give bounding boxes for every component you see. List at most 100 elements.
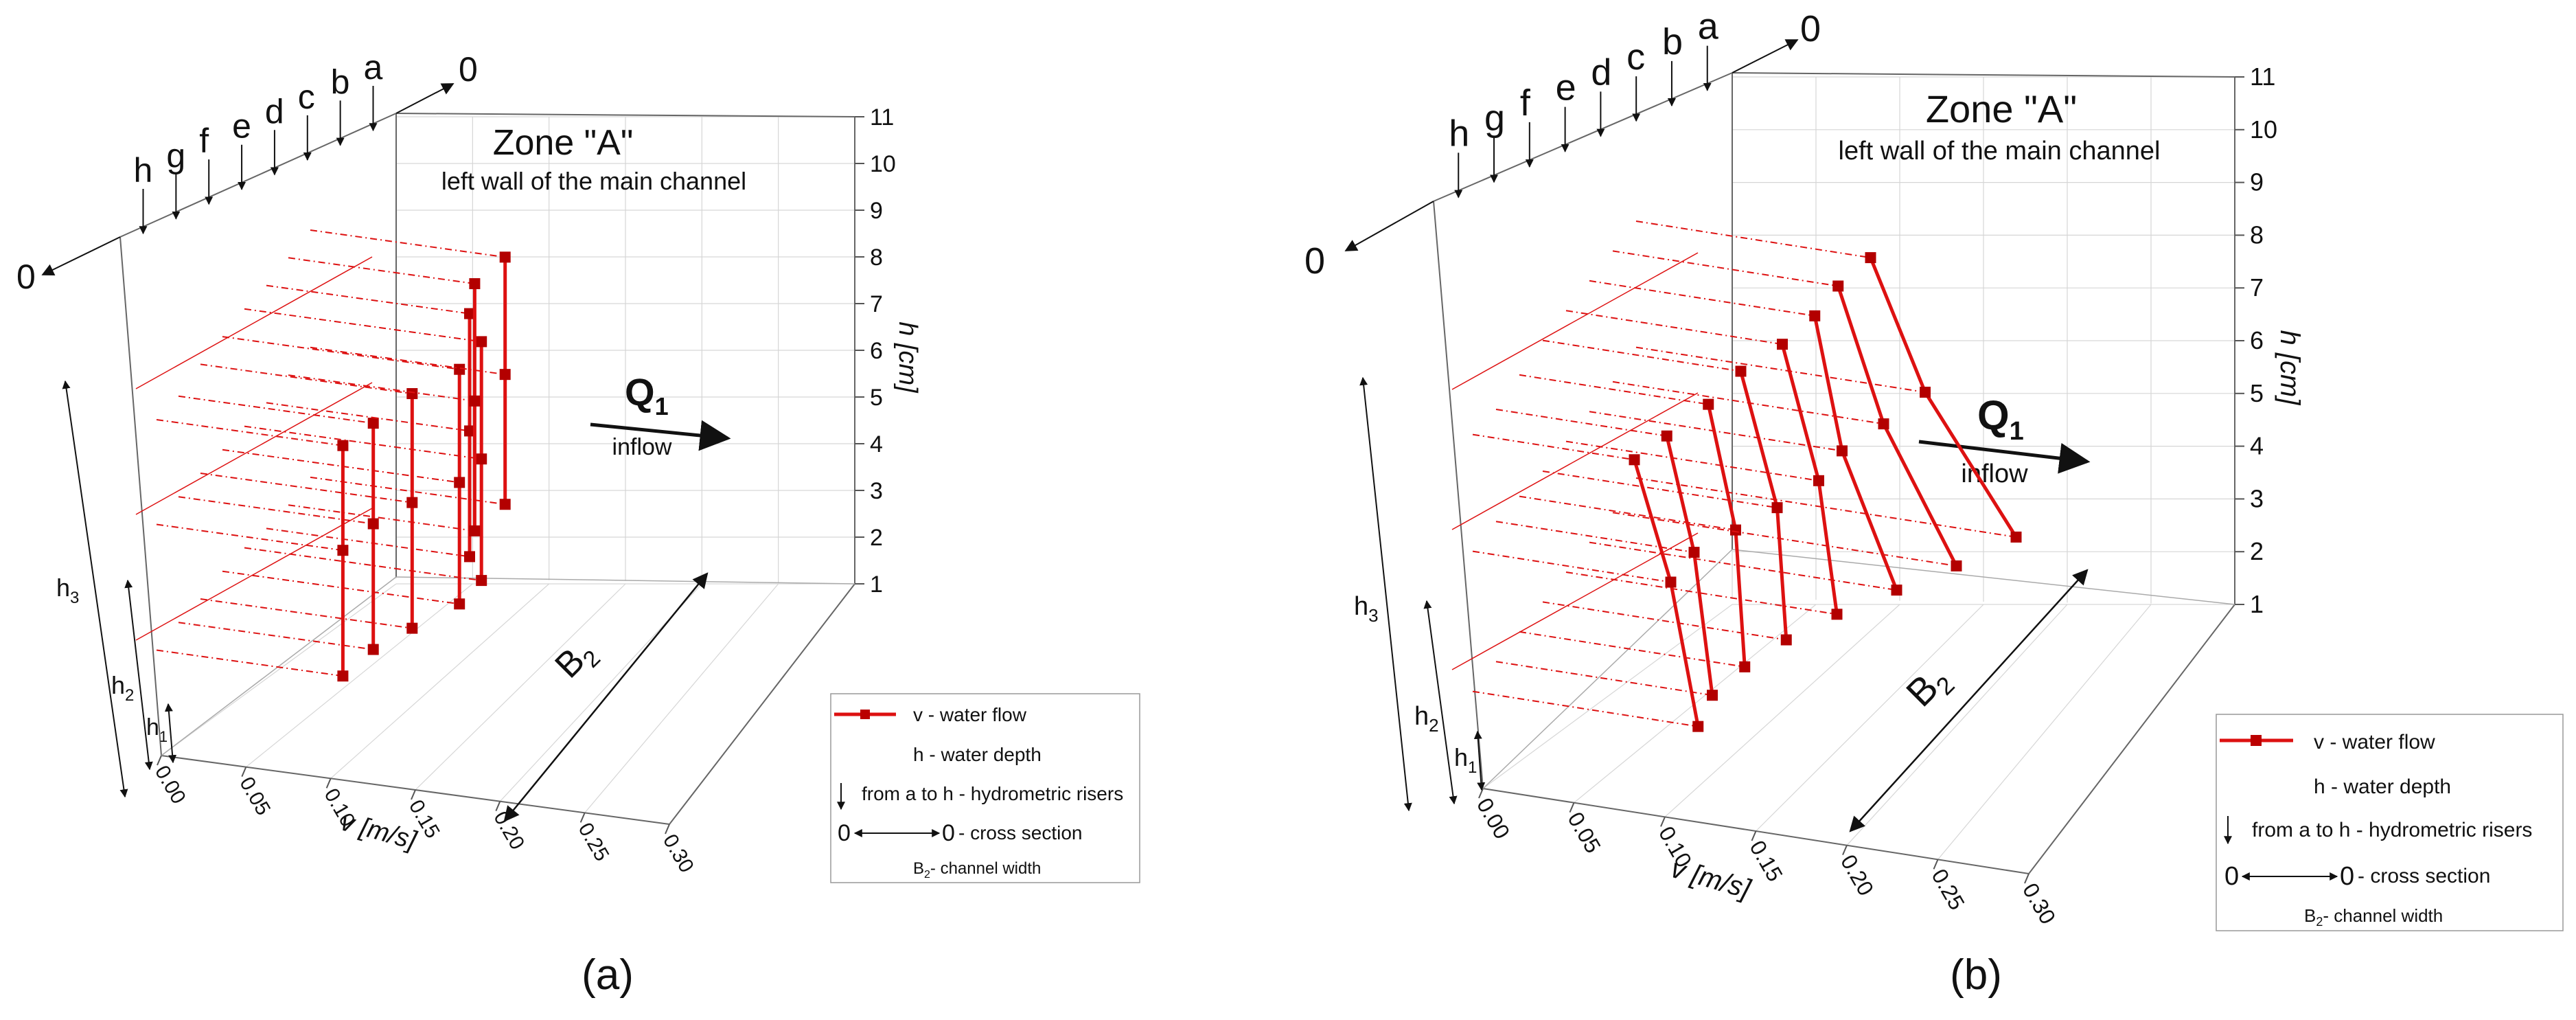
depth-guide-line — [266, 402, 470, 432]
riser-label: a — [1698, 6, 1719, 47]
depth-guide-line — [244, 425, 482, 460]
frame-edge — [161, 576, 397, 756]
data-point — [1777, 339, 1788, 350]
x-tick-label: 0.00 — [1472, 794, 1515, 843]
h2-label: h2 — [1414, 702, 1439, 736]
riser-label: f — [199, 122, 209, 160]
depth-guide-line — [266, 284, 470, 315]
grid-line — [584, 583, 779, 813]
data-point — [1951, 560, 1962, 571]
h1-label: h1 — [146, 714, 168, 745]
z-tick-label: 10 — [2250, 115, 2277, 144]
x-tick-label: 0.05 — [1563, 808, 1605, 857]
panel-label: (a) — [582, 951, 634, 999]
data-point — [476, 575, 487, 587]
series-group — [1451, 220, 2022, 732]
depth-guide-line — [1635, 220, 1871, 259]
z-tick-label: 11 — [870, 104, 894, 131]
z-tick-label: 2 — [2250, 537, 2264, 565]
x-tick-mark — [241, 767, 247, 778]
frame-edge — [119, 113, 397, 238]
panel-label: (b) — [1950, 951, 2002, 999]
legend-flow-text: v - water flow — [2314, 731, 2435, 753]
depth-guide-line — [1635, 477, 2016, 538]
depth-guide-line — [222, 449, 460, 484]
x-tick-mark — [325, 778, 332, 789]
depth-guide-line — [222, 336, 460, 370]
z-axis-ticks: 1 2 3 4 5 6 7 8 9 10 11 — [855, 104, 896, 598]
depth-guide-line — [1495, 661, 1713, 696]
z-tick-label: 8 — [2250, 220, 2264, 249]
x-tick-mark — [2024, 873, 2029, 884]
grid-line — [1482, 604, 1733, 789]
depth-guide-line — [1472, 690, 1699, 727]
z-tick-label: 1 — [2250, 590, 2264, 618]
data-point — [367, 418, 379, 429]
level-line — [135, 382, 373, 515]
z-tick-label: 8 — [870, 245, 883, 271]
riser-label: d — [1591, 52, 1611, 93]
data-point — [454, 363, 465, 375]
grid-line — [1937, 604, 2152, 860]
data-point — [406, 388, 418, 400]
data-point — [1832, 280, 1844, 292]
riser-label: c — [298, 78, 315, 116]
depth-guide-line — [266, 528, 470, 558]
data-point — [499, 499, 511, 510]
data-point — [1665, 576, 1677, 588]
legend-risers-text: from a to h - hydrometric risers — [862, 783, 1123, 804]
h3-arrow — [62, 380, 128, 798]
series-line-h — [1633, 459, 1700, 727]
data-point — [2010, 531, 2022, 543]
cross-section-line-left — [41, 236, 121, 276]
legend-depth-text: h - water depth — [2314, 775, 2451, 798]
channel-width-arrow — [503, 572, 709, 822]
legend-flow-text: v - water flow — [913, 704, 1027, 725]
data-point — [464, 308, 475, 319]
x-tick-label: 0.25 — [1927, 865, 1969, 914]
z-tick-label: 7 — [2250, 273, 2264, 302]
inflow-arrow — [1918, 440, 2091, 474]
depth-guide-line — [178, 496, 373, 525]
data-point — [1703, 398, 1714, 410]
x-tick-mark — [157, 755, 162, 766]
x-tick-label: 0.30 — [2018, 879, 2060, 929]
z-tick-label: 1 — [870, 571, 883, 598]
legend-zero-right: 0 — [2340, 862, 2354, 891]
zone-title: Zone "A" — [493, 123, 634, 163]
h1-arrow — [1473, 730, 1486, 791]
grid-line — [245, 583, 473, 768]
legend-risers-text: from a to h - hydrometric risers — [2252, 819, 2532, 841]
cross-section-line-right — [395, 83, 455, 114]
depth-guide-line — [1612, 512, 1957, 567]
depth-guide-line — [200, 598, 413, 629]
depth-guide-line — [1589, 541, 1897, 591]
data-point — [1707, 690, 1718, 701]
riser-label: h — [134, 151, 153, 190]
zone-title: Zone "A" — [1926, 87, 2077, 131]
depth-guide-line — [200, 363, 413, 395]
level-line — [1451, 252, 1699, 390]
depth-guide-line — [310, 476, 505, 506]
x-tick-label: 0.25 — [574, 819, 614, 865]
riser-label: b — [1662, 21, 1683, 63]
x-tick-mark — [1933, 859, 1939, 870]
grid-line — [330, 583, 550, 779]
channel-width-label: B2 — [547, 632, 606, 690]
z-axis-title: h [cm] — [2275, 330, 2305, 406]
legend-box — [2216, 714, 2564, 931]
legend-cross-text: - cross section — [2358, 865, 2490, 887]
z-tick-label: 3 — [870, 478, 883, 504]
legend-depth-text: h - water depth — [913, 744, 1042, 765]
zero-right-label: 0 — [1800, 8, 1821, 49]
cross-section-line-right — [1732, 39, 1799, 73]
series-line-f — [1706, 404, 1747, 668]
z-tick-label: 10 — [870, 151, 896, 177]
x-axis-ticks: 0.00 0.05 0.10 0.15 0.20 0.25 0.30 — [150, 755, 698, 876]
depth-guide-line — [310, 229, 505, 258]
depth-guide-line — [1519, 374, 1709, 405]
riser-label: b — [331, 63, 350, 101]
x-axis-title: v [m/s] — [1668, 853, 1754, 905]
depth-guide-line — [1495, 409, 1667, 437]
channel-width-label: B2 — [1898, 656, 1960, 718]
